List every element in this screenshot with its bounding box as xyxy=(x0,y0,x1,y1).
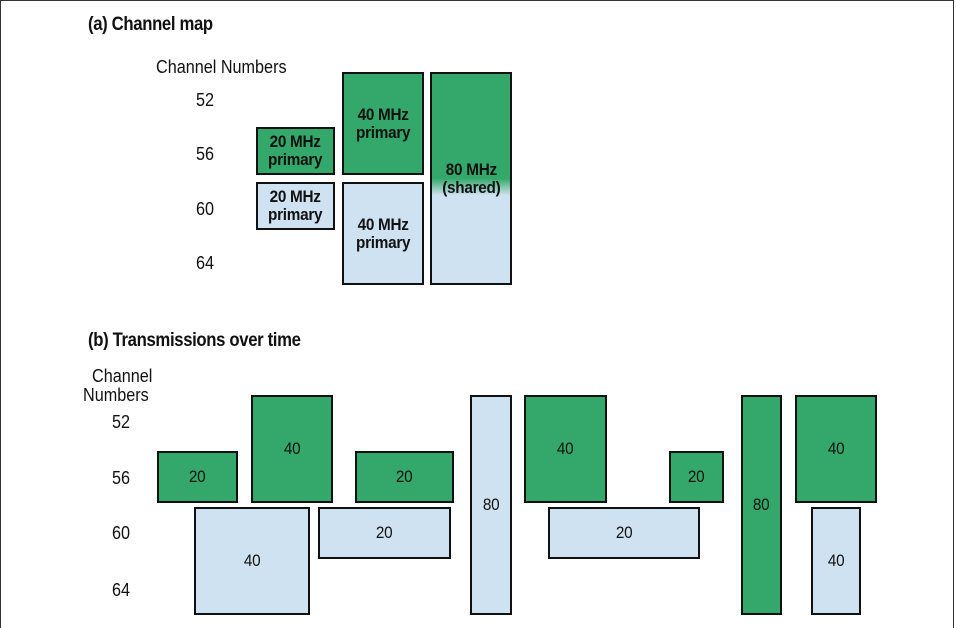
transmission-block: 40 xyxy=(194,507,310,615)
transmission-block: 40 xyxy=(795,395,877,503)
panel-b-channel-52: 52 xyxy=(112,412,131,432)
panel-b-axis-label-line2: Numbers xyxy=(83,385,149,405)
transmission-label: 20 xyxy=(688,467,705,487)
panel-a-20mhz-green-block: 20 MHz primary xyxy=(256,127,335,175)
block-label: 80 MHz (shared) xyxy=(441,159,501,197)
panel-a-20mhz-blue-block: 20 MHz primary xyxy=(256,182,335,230)
transmission-label: 20 xyxy=(189,467,206,487)
panel-b-channel-60: 60 xyxy=(112,523,131,543)
transmission-label: 20 xyxy=(396,467,413,487)
transmission-block: 40 xyxy=(524,395,607,503)
transmission-block: 40 xyxy=(251,395,333,503)
transmission-label: 40 xyxy=(827,439,845,459)
transmission-label: 40 xyxy=(827,551,845,571)
block-label: 20 MHz primary xyxy=(268,187,323,224)
panel-a-40mhz-green-block: 40 MHz primary xyxy=(342,72,424,175)
panel-a-40mhz-blue-block: 40 MHz primary xyxy=(342,182,424,285)
transmission-label: 80 xyxy=(753,495,770,515)
panel-a-channel-52: 52 xyxy=(196,90,215,110)
panel-a-title: (a) Channel map xyxy=(88,14,213,35)
transmission-block: 80 xyxy=(470,395,512,615)
panel-b-channel-56: 56 xyxy=(112,468,131,488)
transmission-block: 20 xyxy=(548,507,700,559)
transmission-label: 20 xyxy=(615,523,633,543)
panel-b-title: (b) Transmissions over time xyxy=(88,330,301,351)
transmission-block: 20 xyxy=(355,451,454,503)
block-label: 20 MHz primary xyxy=(268,132,323,169)
panel-b-channel-64: 64 xyxy=(112,580,131,600)
transmission-block: 40 xyxy=(811,507,861,615)
panel-a-channel-64: 64 xyxy=(196,253,215,273)
transmission-block: 20 xyxy=(157,451,238,503)
block-label: 40 MHz primary xyxy=(355,214,411,252)
transmission-block: 20 xyxy=(318,507,451,559)
panel-a-channel-60: 60 xyxy=(196,199,215,219)
transmission-label: 40 xyxy=(283,439,301,459)
transmission-block: 80 xyxy=(741,395,782,615)
transmission-block: 20 xyxy=(669,451,724,503)
panel-b-axis-label-line1: Channel xyxy=(92,366,153,386)
panel-a-axis-label: Channel Numbers xyxy=(156,57,287,77)
block-label: 40 MHz primary xyxy=(355,104,411,142)
transmission-label: 40 xyxy=(243,551,261,571)
transmission-label: 80 xyxy=(482,495,500,515)
transmission-label: 40 xyxy=(557,439,574,459)
transmission-label: 20 xyxy=(376,523,393,543)
panel-a-channel-56: 56 xyxy=(196,144,215,164)
panel-a-80mhz-shared-block: 80 MHz (shared) xyxy=(430,72,512,285)
